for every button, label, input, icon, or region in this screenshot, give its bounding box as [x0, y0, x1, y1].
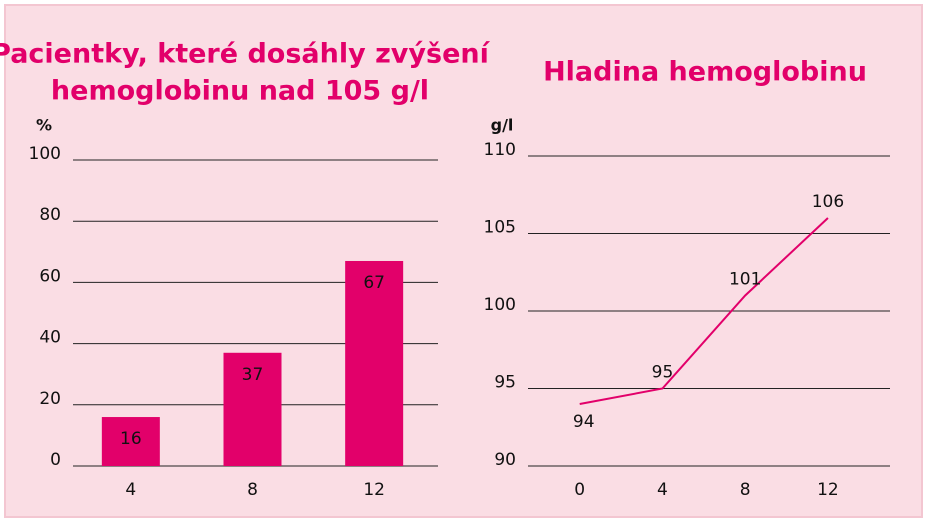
x-tick-label: 0: [574, 480, 585, 500]
y-tick-label: 95: [494, 373, 516, 393]
data-label: 101: [729, 270, 761, 290]
bar: [345, 260, 404, 466]
y-axis-label: %: [36, 116, 52, 135]
y-tick-label: 90: [494, 450, 516, 470]
data-label: 106: [812, 192, 844, 212]
chart-title: hemoglobinu nad 105 g/l: [51, 76, 429, 107]
bar: [101, 417, 160, 466]
y-tick-label: 20: [39, 389, 61, 409]
line: [579, 217, 829, 405]
x-tick-label: 12: [363, 480, 385, 500]
bar: [223, 352, 282, 466]
y-tick-label: 100: [484, 295, 516, 315]
data-label: 94: [573, 412, 595, 432]
x-tick-label: 8: [740, 480, 751, 500]
data-label: 95: [652, 363, 674, 383]
data-label: 67: [363, 273, 385, 293]
y-tick-label: 100: [29, 144, 61, 164]
y-tick-label: 110: [484, 140, 516, 160]
y-tick-label: 0: [50, 450, 61, 470]
x-tick-label: 12: [817, 480, 839, 500]
x-tick-label: 4: [657, 480, 668, 500]
y-tick-label: 40: [39, 328, 61, 348]
x-tick-label: 4: [125, 480, 136, 500]
y-tick-label: 80: [39, 205, 61, 225]
data-label: 37: [242, 365, 264, 385]
chart-title: Hladina hemoglobinu: [543, 57, 867, 88]
y-tick-label: 60: [39, 266, 61, 286]
y-axis-label: g/l: [491, 116, 514, 135]
data-label: 16: [120, 429, 142, 449]
x-tick-label: 8: [247, 480, 258, 500]
chart-title: Pacientky, které dosáhly zvýšení: [0, 39, 491, 70]
y-tick-label: 105: [484, 218, 516, 238]
